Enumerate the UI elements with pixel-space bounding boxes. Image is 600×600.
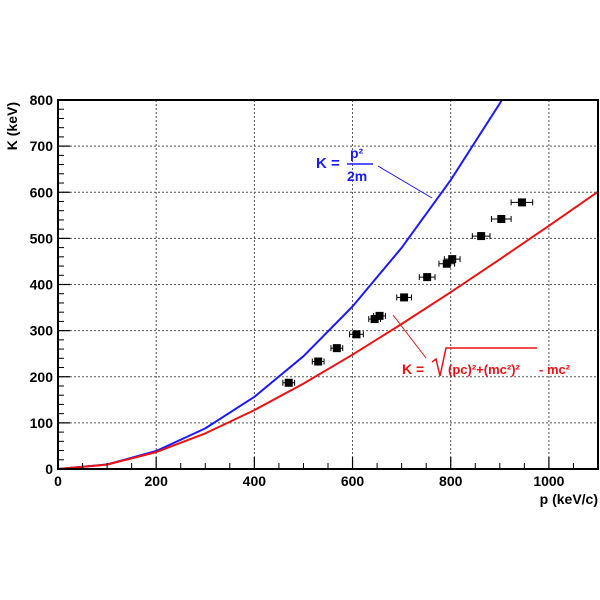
y-tick-label: 600 — [30, 184, 54, 200]
x-tick-label: 1000 — [533, 473, 564, 489]
y-tick-labels: 0 100 200 300 400 500 600 700 800 — [30, 92, 54, 477]
curves — [57, 99, 599, 470]
y-tick-label: 100 — [30, 415, 54, 431]
relativistic-radicand: (pc)²+(mc²)² — [448, 362, 521, 377]
data-point — [423, 273, 432, 282]
x-axis-title: p (keV/c) — [540, 491, 598, 507]
y-tick-label: 500 — [30, 230, 54, 246]
data-point — [448, 255, 457, 264]
x-tick-label: 200 — [145, 473, 169, 489]
relativistic-curve — [57, 190, 599, 470]
classical-lhs: K = — [316, 155, 340, 172]
relativistic-pointer — [392, 314, 427, 359]
data-point — [370, 315, 379, 324]
classical-numerator: p² — [350, 145, 364, 161]
data-point — [332, 344, 341, 353]
x-tick-label: 400 — [243, 473, 267, 489]
data-point — [517, 198, 526, 207]
data-point — [400, 293, 409, 302]
y-tick-label: 800 — [30, 92, 54, 108]
data-point — [497, 215, 506, 224]
x-tick-label: 800 — [439, 473, 463, 489]
relativistic-rest-term: - mc² — [539, 362, 571, 377]
data-point — [352, 330, 361, 339]
data-points — [282, 198, 534, 387]
y-tick-label: 0 — [45, 461, 53, 477]
x-tick-labels: 0 200 400 600 800 1000 — [54, 473, 565, 489]
axis-ticks — [57, 99, 599, 470]
classical-formula: K = p² 2m — [316, 145, 373, 184]
classical-pointer — [377, 165, 433, 199]
data-point — [477, 232, 486, 241]
y-tick-label: 200 — [30, 369, 54, 385]
data-point — [284, 378, 293, 387]
data-point — [314, 357, 323, 366]
y-tick-label: 300 — [30, 323, 54, 339]
data-point — [375, 311, 384, 320]
y-tick-label: 700 — [30, 138, 54, 154]
data-point — [442, 259, 451, 268]
relativistic-lhs: K = — [402, 361, 424, 377]
sqrt-sign — [431, 347, 537, 377]
y-tick-label: 400 — [30, 277, 54, 293]
relativistic-formula: K = (pc)²+(mc²)² - mc² — [402, 347, 571, 377]
x-tick-label: 600 — [341, 473, 365, 489]
classical-denominator: 2m — [347, 168, 367, 184]
y-axis-title: K (keV) — [4, 102, 20, 150]
x-tick-label: 0 — [54, 473, 62, 489]
